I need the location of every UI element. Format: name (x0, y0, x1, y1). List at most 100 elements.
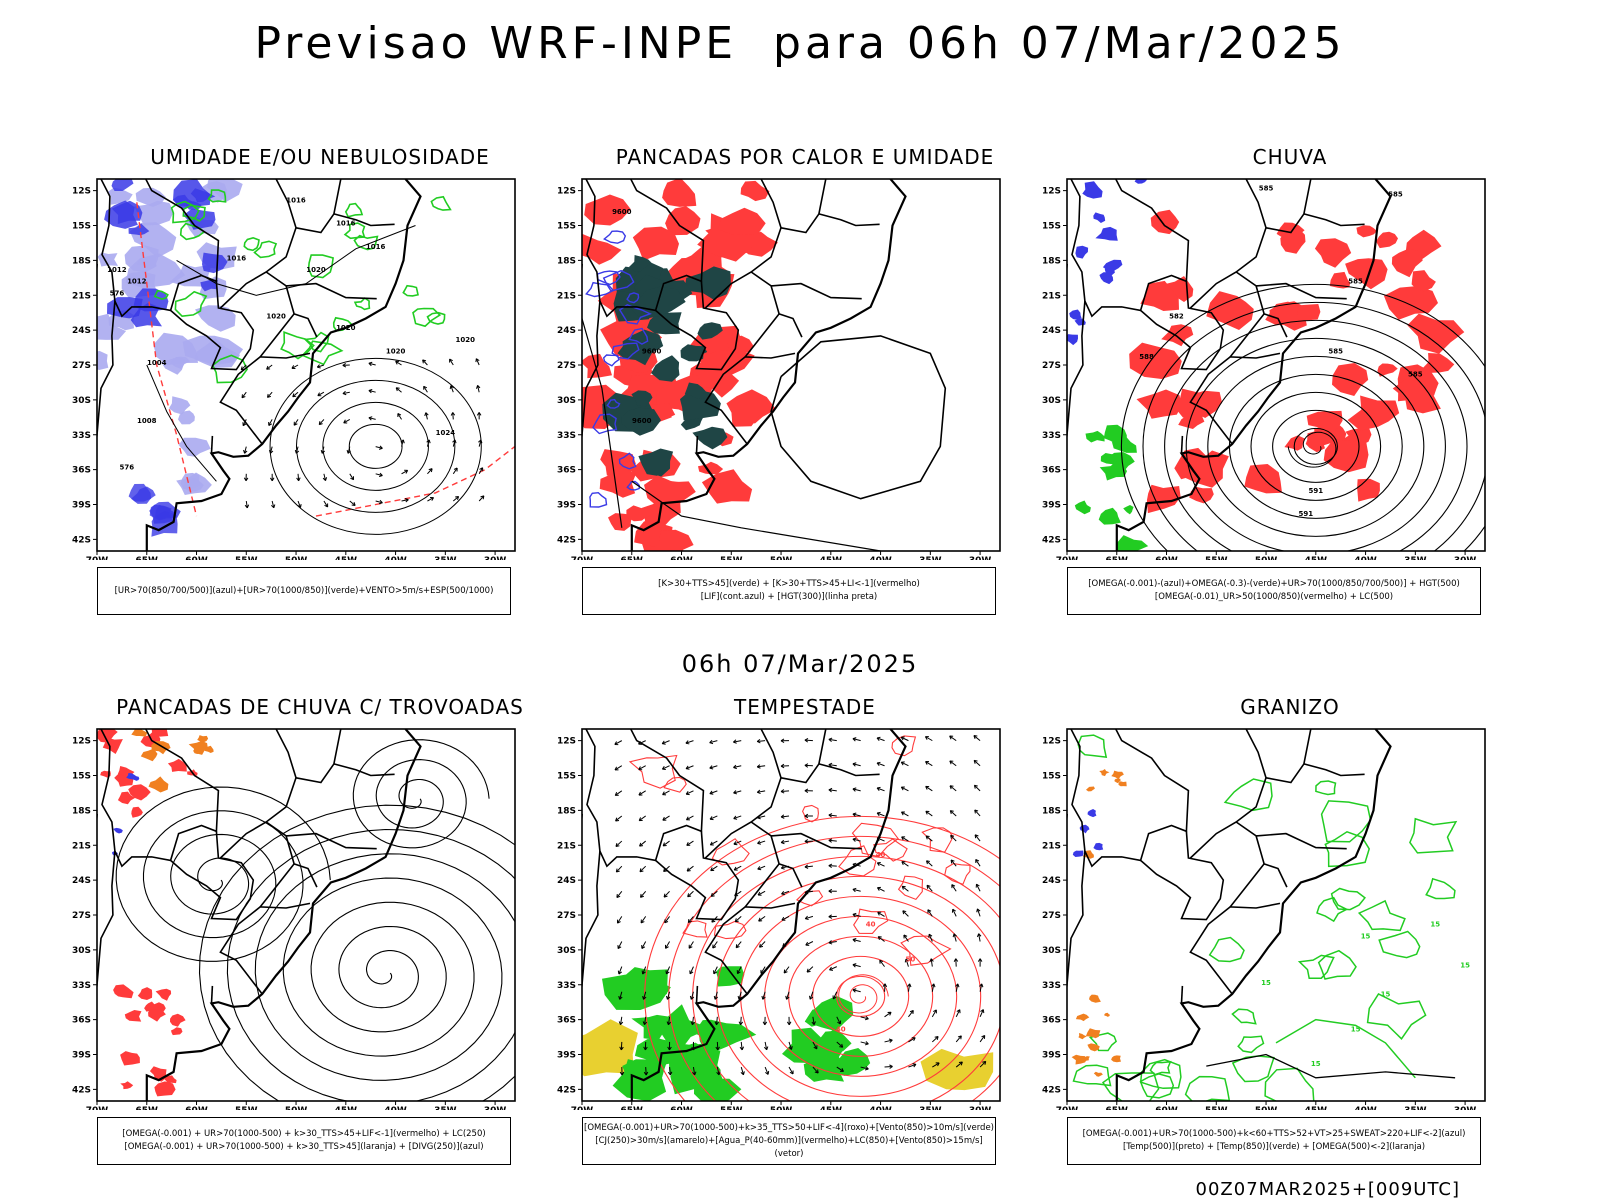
lat-label: 33S (1042, 981, 1061, 991)
contour-label: 15 (1261, 979, 1271, 987)
wind-vector (663, 890, 670, 898)
wind-vector (662, 765, 670, 770)
wind-vector (837, 1020, 842, 1025)
legend-line: [OMEGA(-0.001)-(azul)+OMEGA(-0.3)-(verde… (1088, 579, 1460, 589)
wind-vector (688, 944, 693, 949)
wind-vector (836, 1016, 841, 1025)
contour-label: 15 (1351, 1025, 1361, 1033)
wind-vector (864, 1015, 869, 1021)
wind-vector (852, 938, 857, 943)
wind-vector (733, 841, 738, 846)
wind-vector (667, 1071, 673, 1076)
wind-vector (852, 812, 857, 817)
lon-label: 65W (1106, 1106, 1129, 1110)
wind-vector (733, 815, 742, 820)
rain-blue-area (1093, 212, 1106, 223)
border-line (1235, 821, 1288, 888)
wind-vector (375, 473, 383, 477)
wind-vector (955, 983, 960, 988)
instability-teal-area (638, 448, 674, 477)
lon-label: 65W (136, 556, 159, 560)
legend-line: [OMEGA(-0.001) + UR>70(1000-500) + k>30_… (122, 1129, 486, 1139)
wind-vector (244, 504, 250, 509)
hgt300-contour (582, 318, 623, 528)
wind-vector (876, 787, 885, 792)
lif-contour (589, 491, 608, 508)
wind-vector (449, 385, 454, 390)
humidity-blue-area (131, 486, 156, 504)
wind-vector (884, 1065, 893, 1068)
hgt500-spiral (1287, 431, 1337, 468)
wind-vector (342, 390, 347, 396)
border-line (1067, 301, 1086, 442)
wind-vector (714, 1021, 720, 1026)
wind-vector (979, 1061, 987, 1068)
wind-vector (425, 412, 428, 420)
wind-vector (828, 813, 833, 818)
wind-vector (785, 995, 790, 1000)
lon-label: 65W (1106, 556, 1129, 560)
wind-vector (733, 790, 738, 795)
temp850-contour (1072, 1064, 1112, 1087)
wind-vector (424, 412, 429, 417)
wind-vector (763, 1046, 769, 1051)
lat-label: 21S (72, 841, 91, 851)
humidity-blue-area (130, 302, 162, 328)
wind-vector (733, 815, 738, 820)
wind-vector (804, 813, 809, 819)
lon-label: 40W (1354, 556, 1377, 560)
wind-vector (709, 790, 714, 795)
low-humidity-contour (253, 240, 278, 259)
legend-box: [OMEGA(-0.001)+UR>70(1000-500)+k<60+TTS>… (1067, 1117, 1481, 1165)
wind-vector (925, 835, 933, 842)
wind-vector (638, 790, 646, 796)
wind-vector (317, 392, 322, 397)
wind-vector (317, 364, 325, 368)
wind-vector (934, 1035, 939, 1040)
wind-vector (805, 941, 810, 946)
lon-label: 35W (919, 556, 942, 560)
lon-label: 70W (1056, 556, 1079, 560)
wind-vector (828, 838, 833, 843)
divergence-blue-area (132, 776, 140, 781)
wind-vector (266, 365, 271, 370)
wind-vector (615, 868, 620, 873)
temp850-contour (1237, 1035, 1265, 1054)
wind-vector (908, 1037, 916, 1043)
wind-vector (733, 790, 742, 794)
map-layer: 9600 9600 9600 (582, 179, 947, 551)
wind-vector (955, 1035, 962, 1043)
wind-vector (933, 1009, 937, 1014)
wind-vector (476, 412, 482, 416)
wind-vector (974, 809, 979, 814)
wind-vector (687, 916, 694, 923)
coastline (145, 729, 422, 1101)
map-plot: 9600 9600 9600 12S 15S 18S 21S 24S 27S 30S 33S 36S 3… (557, 178, 1001, 560)
lat-label: 18S (72, 256, 91, 266)
lif-contour (602, 269, 635, 292)
wind-vector (666, 991, 671, 1000)
wind-vector (757, 740, 766, 742)
wind-vector (882, 983, 888, 988)
wind-vector (908, 1063, 917, 1068)
wind-vector (757, 840, 762, 845)
instability-red-area (653, 529, 694, 551)
wind-vector (712, 941, 718, 949)
wind-vector (269, 446, 273, 454)
thunder-red-area (155, 988, 172, 1001)
contour-label: 576 (110, 289, 125, 297)
contour-label: 50 (906, 956, 916, 964)
lat-label: 27S (72, 361, 91, 371)
lon-label: 45W (1305, 1106, 1328, 1110)
wind-vector (804, 738, 809, 743)
wind-vector (713, 995, 719, 1000)
precip-water-contour (716, 875, 1000, 1101)
instability-red-area (599, 467, 636, 498)
wind-vector (909, 1010, 914, 1015)
wind-vector (901, 786, 909, 792)
wind-vector (804, 865, 813, 868)
map-plot: 1016101610161016102010201020102010201024… (72, 178, 516, 560)
wind-vector (710, 840, 718, 846)
rain-red-area (1323, 440, 1369, 473)
low-humidity-contour (182, 204, 206, 222)
